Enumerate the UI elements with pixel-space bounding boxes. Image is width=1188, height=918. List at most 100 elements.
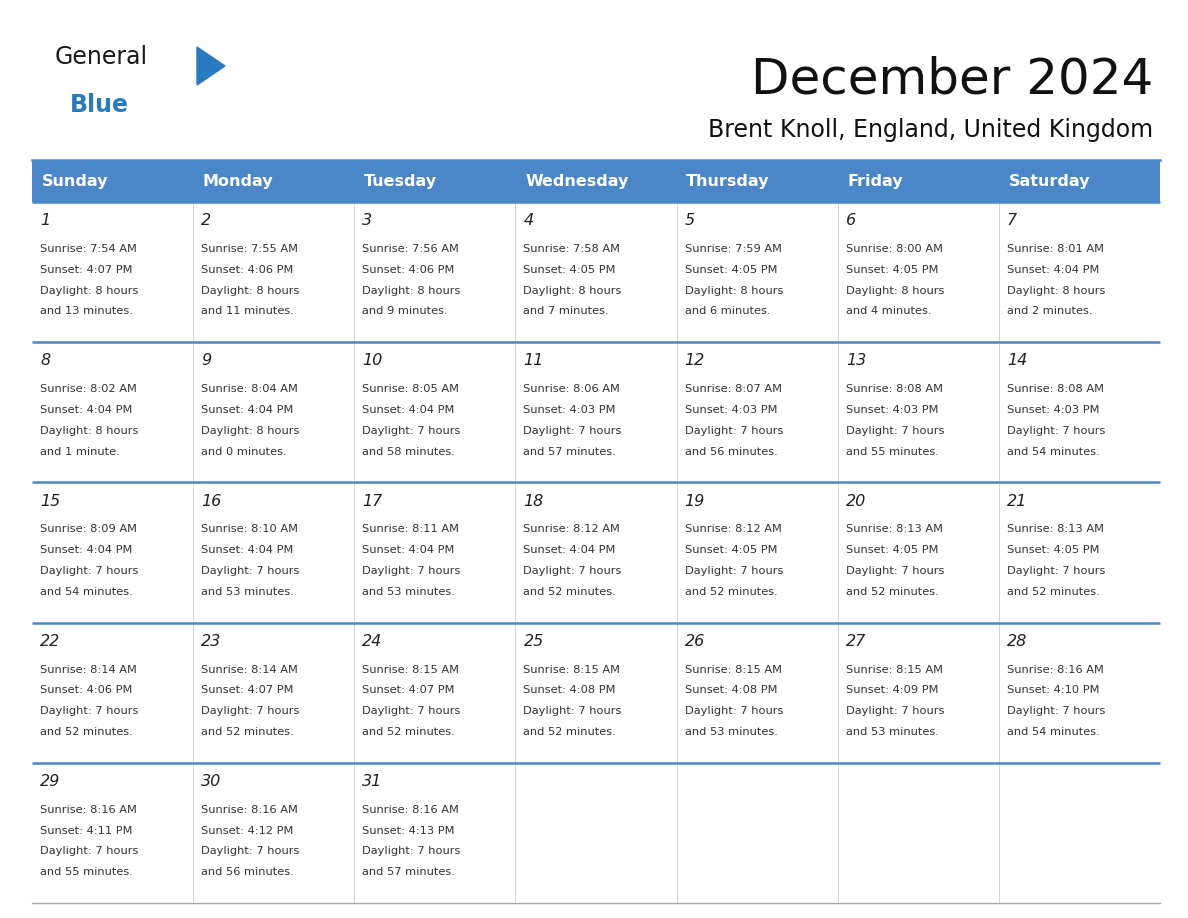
Bar <box>838 482 999 622</box>
Text: Sunrise: 8:08 AM: Sunrise: 8:08 AM <box>846 385 943 394</box>
Text: Sunset: 4:07 PM: Sunset: 4:07 PM <box>40 264 133 274</box>
Text: and 53 minutes.: and 53 minutes. <box>362 587 455 597</box>
Bar <box>999 622 1159 763</box>
Text: Monday: Monday <box>203 174 273 188</box>
Bar <box>354 482 516 622</box>
Text: 20: 20 <box>846 494 866 509</box>
Text: December 2024: December 2024 <box>751 55 1154 103</box>
Bar <box>354 202 516 342</box>
Bar <box>354 160 516 202</box>
Text: Daylight: 7 hours: Daylight: 7 hours <box>846 426 944 436</box>
Bar <box>32 342 194 482</box>
Text: Sunrise: 7:54 AM: Sunrise: 7:54 AM <box>40 244 137 254</box>
Text: Sunset: 4:05 PM: Sunset: 4:05 PM <box>524 264 617 274</box>
Text: 24: 24 <box>362 633 383 649</box>
Text: 8: 8 <box>40 353 50 368</box>
Text: Daylight: 7 hours: Daylight: 7 hours <box>362 706 461 716</box>
Text: and 55 minutes.: and 55 minutes. <box>40 868 133 877</box>
Text: and 57 minutes.: and 57 minutes. <box>362 868 455 877</box>
Text: and 53 minutes.: and 53 minutes. <box>684 727 777 737</box>
Text: Daylight: 8 hours: Daylight: 8 hours <box>201 285 299 296</box>
Text: 13: 13 <box>846 353 866 368</box>
Bar <box>838 342 999 482</box>
Text: and 52 minutes.: and 52 minutes. <box>684 587 777 597</box>
Text: Sunrise: 8:06 AM: Sunrise: 8:06 AM <box>524 385 620 394</box>
Text: Sunrise: 8:08 AM: Sunrise: 8:08 AM <box>1007 385 1104 394</box>
Bar <box>677 482 838 622</box>
Text: Daylight: 7 hours: Daylight: 7 hours <box>524 566 621 576</box>
Text: Sunset: 4:03 PM: Sunset: 4:03 PM <box>684 405 777 415</box>
Bar <box>516 202 677 342</box>
Text: 22: 22 <box>40 633 61 649</box>
Bar <box>194 160 354 202</box>
Bar <box>516 763 677 903</box>
Text: Daylight: 8 hours: Daylight: 8 hours <box>1007 285 1105 296</box>
Text: and 6 minutes.: and 6 minutes. <box>684 307 770 317</box>
Text: and 53 minutes.: and 53 minutes. <box>201 587 295 597</box>
Text: and 52 minutes.: and 52 minutes. <box>846 587 939 597</box>
Text: 27: 27 <box>846 633 866 649</box>
Text: and 58 minutes.: and 58 minutes. <box>362 446 455 456</box>
Text: Daylight: 7 hours: Daylight: 7 hours <box>201 706 299 716</box>
Text: Daylight: 7 hours: Daylight: 7 hours <box>684 426 783 436</box>
Bar <box>516 160 677 202</box>
Bar <box>32 482 194 622</box>
Text: Daylight: 7 hours: Daylight: 7 hours <box>362 566 461 576</box>
Text: 2: 2 <box>201 213 211 229</box>
Text: Thursday: Thursday <box>687 174 770 188</box>
Text: Sunset: 4:12 PM: Sunset: 4:12 PM <box>201 825 293 835</box>
Text: 14: 14 <box>1007 353 1028 368</box>
Text: Sunrise: 8:11 AM: Sunrise: 8:11 AM <box>362 524 460 534</box>
Text: Brent Knoll, England, United Kingdom: Brent Knoll, England, United Kingdom <box>708 118 1154 142</box>
Text: 9: 9 <box>201 353 211 368</box>
Text: Sunset: 4:07 PM: Sunset: 4:07 PM <box>201 686 293 696</box>
Text: Daylight: 7 hours: Daylight: 7 hours <box>524 706 621 716</box>
Text: Sunset: 4:05 PM: Sunset: 4:05 PM <box>846 545 939 555</box>
Text: 30: 30 <box>201 774 221 789</box>
Text: Daylight: 8 hours: Daylight: 8 hours <box>684 285 783 296</box>
Text: and 52 minutes.: and 52 minutes. <box>524 587 617 597</box>
Text: Sunset: 4:05 PM: Sunset: 4:05 PM <box>684 545 777 555</box>
Bar <box>677 763 838 903</box>
Text: Sunset: 4:05 PM: Sunset: 4:05 PM <box>684 264 777 274</box>
Text: Sunrise: 8:13 AM: Sunrise: 8:13 AM <box>1007 524 1104 534</box>
Text: and 56 minutes.: and 56 minutes. <box>201 868 293 877</box>
Text: Sunset: 4:04 PM: Sunset: 4:04 PM <box>40 405 132 415</box>
Text: Sunset: 4:06 PM: Sunset: 4:06 PM <box>362 264 455 274</box>
Text: Sunset: 4:04 PM: Sunset: 4:04 PM <box>362 545 455 555</box>
Text: Friday: Friday <box>847 174 903 188</box>
Bar <box>516 342 677 482</box>
Text: Daylight: 8 hours: Daylight: 8 hours <box>846 285 944 296</box>
Text: and 52 minutes.: and 52 minutes. <box>1007 587 1100 597</box>
Text: General: General <box>55 45 148 69</box>
Text: Sunset: 4:04 PM: Sunset: 4:04 PM <box>40 545 132 555</box>
Text: Sunset: 4:09 PM: Sunset: 4:09 PM <box>846 686 939 696</box>
Text: 4: 4 <box>524 213 533 229</box>
Text: Sunrise: 8:15 AM: Sunrise: 8:15 AM <box>684 665 782 675</box>
Text: and 55 minutes.: and 55 minutes. <box>846 446 939 456</box>
Text: Sunrise: 8:00 AM: Sunrise: 8:00 AM <box>846 244 943 254</box>
Bar <box>677 622 838 763</box>
Text: Daylight: 7 hours: Daylight: 7 hours <box>1007 566 1105 576</box>
Text: and 1 minute.: and 1 minute. <box>40 446 120 456</box>
Text: Sunset: 4:04 PM: Sunset: 4:04 PM <box>362 405 455 415</box>
Text: Sunset: 4:07 PM: Sunset: 4:07 PM <box>362 686 455 696</box>
Text: and 54 minutes.: and 54 minutes. <box>40 587 133 597</box>
Text: Sunrise: 8:02 AM: Sunrise: 8:02 AM <box>40 385 137 394</box>
Bar <box>194 482 354 622</box>
Bar <box>677 160 838 202</box>
Text: 5: 5 <box>684 213 695 229</box>
Bar <box>677 202 838 342</box>
Text: Sunset: 4:04 PM: Sunset: 4:04 PM <box>524 545 615 555</box>
Text: Daylight: 8 hours: Daylight: 8 hours <box>362 285 461 296</box>
Bar <box>999 342 1159 482</box>
Text: Daylight: 7 hours: Daylight: 7 hours <box>846 566 944 576</box>
Bar <box>677 342 838 482</box>
Text: Sunrise: 8:15 AM: Sunrise: 8:15 AM <box>362 665 460 675</box>
Text: Daylight: 7 hours: Daylight: 7 hours <box>40 846 139 856</box>
Text: Sunrise: 8:14 AM: Sunrise: 8:14 AM <box>40 665 137 675</box>
Bar <box>32 202 194 342</box>
Text: Sunrise: 8:16 AM: Sunrise: 8:16 AM <box>201 805 298 815</box>
Text: Daylight: 7 hours: Daylight: 7 hours <box>362 846 461 856</box>
Bar <box>354 342 516 482</box>
